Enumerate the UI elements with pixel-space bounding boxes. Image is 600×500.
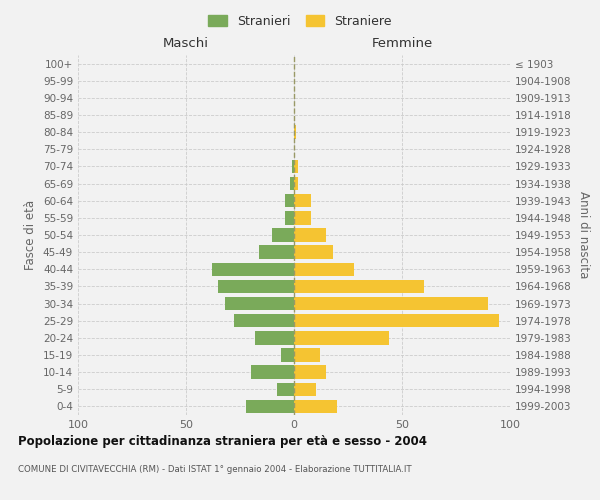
Bar bbox=[294, 177, 298, 190]
Bar bbox=[294, 331, 389, 344]
Bar bbox=[294, 211, 311, 224]
Y-axis label: Fasce di età: Fasce di età bbox=[25, 200, 37, 270]
Bar bbox=[292, 160, 294, 173]
Bar bbox=[290, 177, 294, 190]
Bar bbox=[233, 314, 294, 328]
Text: Popolazione per cittadinanza straniera per età e sesso - 2004: Popolazione per cittadinanza straniera p… bbox=[18, 435, 427, 448]
Bar bbox=[294, 262, 355, 276]
Bar bbox=[294, 126, 296, 139]
Legend: Stranieri, Straniere: Stranieri, Straniere bbox=[205, 11, 395, 32]
Bar bbox=[286, 194, 294, 207]
Bar bbox=[294, 366, 326, 379]
Bar bbox=[294, 160, 298, 173]
Bar bbox=[294, 348, 320, 362]
Bar bbox=[294, 297, 488, 310]
Bar bbox=[247, 400, 294, 413]
Bar bbox=[294, 314, 499, 328]
Bar bbox=[251, 366, 294, 379]
Bar bbox=[272, 228, 294, 241]
Bar bbox=[281, 348, 294, 362]
Text: Femmine: Femmine bbox=[371, 37, 433, 50]
Bar bbox=[218, 280, 294, 293]
Bar bbox=[286, 211, 294, 224]
Bar bbox=[294, 400, 337, 413]
Bar bbox=[294, 228, 326, 241]
Bar bbox=[277, 382, 294, 396]
Y-axis label: Anni di nascita: Anni di nascita bbox=[577, 192, 590, 278]
Text: COMUNE DI CIVITAVECCHIA (RM) - Dati ISTAT 1° gennaio 2004 - Elaborazione TUTTITA: COMUNE DI CIVITAVECCHIA (RM) - Dati ISTA… bbox=[18, 465, 412, 474]
Bar bbox=[294, 194, 311, 207]
Bar bbox=[259, 246, 294, 259]
Bar bbox=[225, 297, 294, 310]
Text: Maschi: Maschi bbox=[163, 37, 209, 50]
Bar bbox=[255, 331, 294, 344]
Bar bbox=[212, 262, 294, 276]
Bar bbox=[294, 280, 424, 293]
Bar bbox=[294, 382, 316, 396]
Bar bbox=[294, 246, 333, 259]
